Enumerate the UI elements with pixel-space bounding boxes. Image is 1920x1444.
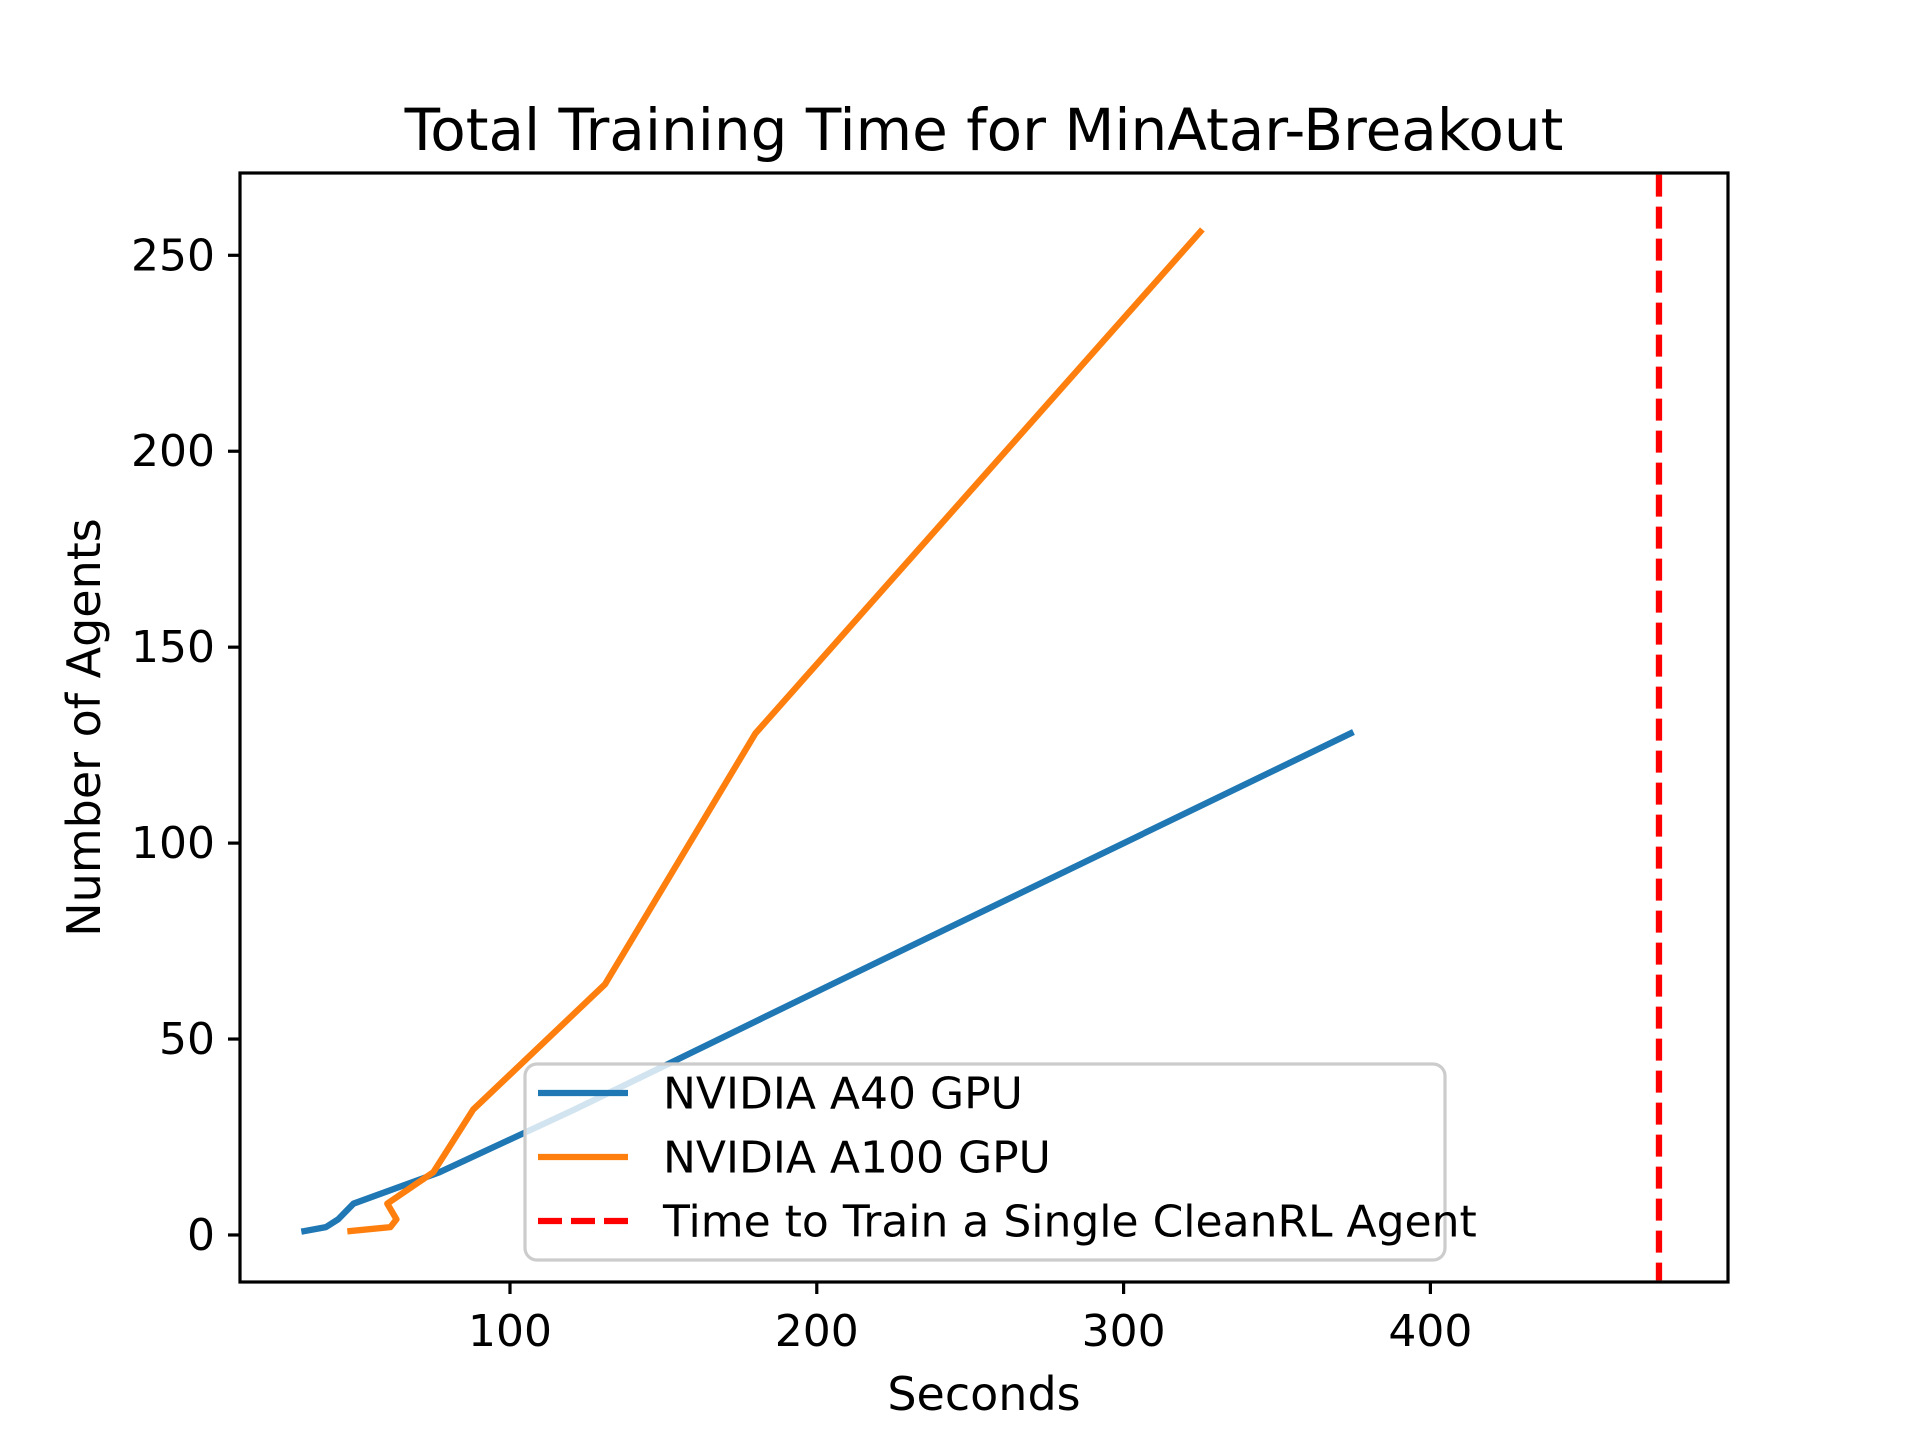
legend: NVIDIA A40 GPU NVIDIA A100 GPU Time to Tra… <box>523 1062 1477 1262</box>
legend-label-time-to-train-a-single-cleanrl-agent: Time to Train a Single CleanRL Agent <box>662 1197 1477 1248</box>
series-line-nvidia-a100-gpu <box>347 227 1205 1235</box>
series-line-nvidia-a40-gpu <box>300 729 1355 1235</box>
x-tick-label-100: 100 <box>468 1306 552 1357</box>
chart-title: Total Training Time for MinAtar-Breakout <box>404 96 1564 164</box>
series-lines <box>300 227 1355 1235</box>
x-tick-label-400: 400 <box>1388 1306 1472 1357</box>
x-tick-label-200: 200 <box>775 1306 859 1357</box>
y-tick-label-0: 0 <box>187 1210 215 1261</box>
y-axis-label: Number of Agents <box>57 518 111 937</box>
legend-entry-time-to-train-a-single-cleanrl-agent: Time to Train a Single CleanRL Agent <box>538 1197 1477 1248</box>
x-axis-label: Seconds <box>887 1367 1080 1421</box>
legend-label-nvidia-a40-gpu: NVIDIA A40 GPU <box>663 1069 1023 1120</box>
plot-frame-spines <box>238 171 1730 1284</box>
legend-entry-nvidia-a40-gpu: NVIDIA A40 GPU <box>538 1069 1023 1120</box>
legend-entry-nvidia-a100-gpu: NVIDIA A100 GPU <box>538 1133 1051 1184</box>
y-axis-ticks: 0 50 100 150 200 250 <box>131 230 240 1261</box>
x-tick-label-300: 300 <box>1082 1306 1166 1357</box>
y-tick-label-250: 250 <box>131 230 215 281</box>
legend-box <box>523 1062 1447 1262</box>
x-axis-ticks: 100 200 300 400 <box>468 1282 1472 1357</box>
y-tick-label-100: 100 <box>131 818 215 869</box>
legend-label-nvidia-a100-gpu: NVIDIA A100 GPU <box>663 1133 1051 1184</box>
y-tick-label-150: 150 <box>131 622 215 673</box>
y-tick-label-200: 200 <box>131 426 215 477</box>
y-tick-label-50: 50 <box>159 1014 215 1065</box>
